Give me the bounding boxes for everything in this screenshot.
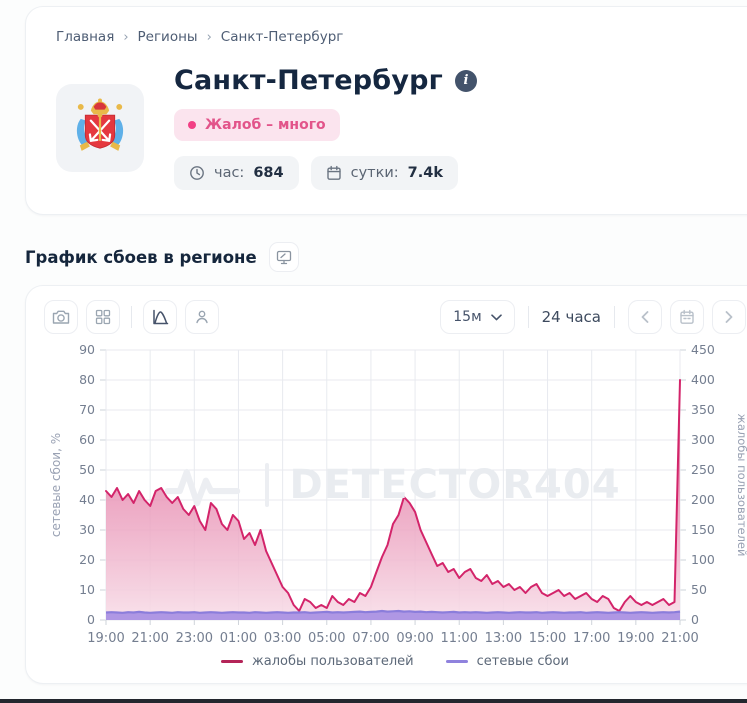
screenshot-button[interactable] <box>44 300 78 334</box>
svg-text:10: 10 <box>79 582 95 597</box>
chevron-down-icon <box>490 313 502 320</box>
stat-hour-value: 684 <box>253 165 284 181</box>
info-icon[interactable]: i <box>454 69 477 92</box>
svg-text:40: 40 <box>79 492 95 507</box>
stat-day: сутки: 7.4k <box>310 156 459 190</box>
toolbar-divider <box>614 306 615 328</box>
legend-swatch-failures <box>445 660 468 663</box>
svg-text:15:00: 15:00 <box>529 631 566 646</box>
grid-view-button[interactable] <box>86 300 120 334</box>
page-title: Санкт-Петербург <box>174 65 443 96</box>
badge-dot-icon <box>188 121 196 129</box>
camera-icon <box>52 310 70 324</box>
monitor-icon <box>276 250 291 264</box>
next-period-button[interactable] <box>712 300 746 334</box>
chart-legend: жалобы пользователей сетевые сбои <box>44 654 746 669</box>
svg-text:90: 90 <box>79 342 95 357</box>
breadcrumb: Главная › Регионы › Санкт-Петербург <box>56 29 734 45</box>
legend-swatch-complaints <box>221 660 244 663</box>
chart-toolbar: 15м 24 часа <box>44 300 746 334</box>
svg-text:05:00: 05:00 <box>308 631 345 646</box>
svg-text:07:00: 07:00 <box>352 631 389 646</box>
region-header-card: Главная › Регионы › Санкт-Петербург <box>25 6 747 215</box>
legend-item-complaints[interactable]: жалобы пользователей <box>221 654 414 669</box>
chart-card: 15м 24 часа <box>25 285 747 684</box>
person-icon <box>196 310 208 324</box>
region-emblem <box>56 83 144 172</box>
breadcrumb-separator: › <box>123 29 129 45</box>
svg-text:17:00: 17:00 <box>573 631 610 646</box>
breadcrumb-item-current: Санкт-Петербург <box>220 29 344 45</box>
stat-hour-label: час: <box>214 165 245 181</box>
svg-text:0: 0 <box>87 612 95 627</box>
svg-text:70: 70 <box>79 402 95 417</box>
area-chart-icon <box>152 309 168 325</box>
prev-period-button[interactable] <box>628 300 662 334</box>
breadcrumb-item-home[interactable]: Главная <box>56 29 115 45</box>
calendar-icon <box>326 165 341 180</box>
svg-text:21:00: 21:00 <box>131 631 168 646</box>
svg-text:300: 300 <box>691 432 715 447</box>
svg-text:60: 60 <box>79 432 95 447</box>
svg-text:50: 50 <box>79 462 95 477</box>
stat-day-value: 7.4k <box>407 165 444 181</box>
legend-item-failures[interactable]: сетевые сбои <box>445 654 569 669</box>
svg-text:09:00: 09:00 <box>396 631 433 646</box>
calendar-icon <box>680 309 694 324</box>
chart-area[interactable]: 0 10 20 30 40 50 60 70 80 90 0 50 100 150 200 250 300 350… <box>44 342 747 669</box>
svg-text:19:00: 19:00 <box>87 631 124 646</box>
svg-text:50: 50 <box>691 582 707 597</box>
area-chart-button[interactable] <box>143 300 177 334</box>
svg-text:30: 30 <box>79 522 95 537</box>
svg-text:350: 350 <box>691 402 715 417</box>
badge-label: Жалоб – много <box>205 117 326 133</box>
calendar-button[interactable] <box>670 300 704 334</box>
interval-select-value: 15м <box>453 309 482 325</box>
page-bottom-divider <box>0 699 747 703</box>
left-axis-title: сетевые сбои, % <box>49 433 63 537</box>
svg-text:11:00: 11:00 <box>440 631 477 646</box>
grid-icon <box>95 309 111 325</box>
svg-text:400: 400 <box>691 372 715 387</box>
right-axis-title: жалобы пользователей <box>735 414 747 557</box>
complaints-level-badge: Жалоб – много <box>174 109 340 141</box>
interval-select[interactable]: 15м <box>440 300 515 334</box>
section-title: График сбоев в регионе <box>25 247 257 267</box>
svg-text:13:00: 13:00 <box>485 631 522 646</box>
svg-text:03:00: 03:00 <box>264 631 301 646</box>
toolbar-divider <box>527 306 529 328</box>
breadcrumb-item-regions[interactable]: Регионы <box>137 29 198 45</box>
chevron-right-icon <box>725 311 733 323</box>
svg-text:20: 20 <box>79 552 95 567</box>
svg-text:01:00: 01:00 <box>220 631 257 646</box>
outage-chart[interactable]: 0 10 20 30 40 50 60 70 80 90 0 50 100 150 200 250 300 350… <box>44 342 747 652</box>
stat-hour: час: 684 <box>174 156 299 190</box>
chevron-left-icon <box>641 311 649 323</box>
spb-coat-of-arms-icon <box>76 97 124 151</box>
svg-text:250: 250 <box>691 462 715 477</box>
svg-text:21:00: 21:00 <box>661 631 698 646</box>
fullscreen-button[interactable] <box>268 242 299 272</box>
clock-icon <box>190 166 204 180</box>
user-view-button[interactable] <box>185 300 219 334</box>
svg-text:19:00: 19:00 <box>617 631 654 646</box>
svg-text:23:00: 23:00 <box>176 631 213 646</box>
stat-day-label: сутки: <box>350 165 399 181</box>
legend-label-failures: сетевые сбои <box>476 654 569 669</box>
legend-label-complaints: жалобы пользователей <box>252 654 414 669</box>
svg-text:0: 0 <box>691 612 699 627</box>
toolbar-divider <box>131 306 132 328</box>
svg-text:150: 150 <box>691 522 715 537</box>
svg-text:80: 80 <box>79 372 95 387</box>
svg-text:100: 100 <box>691 552 715 567</box>
range-label[interactable]: 24 часа <box>541 308 601 326</box>
svg-text:450: 450 <box>691 342 715 357</box>
svg-text:200: 200 <box>691 492 715 507</box>
breadcrumb-separator: › <box>206 29 212 45</box>
